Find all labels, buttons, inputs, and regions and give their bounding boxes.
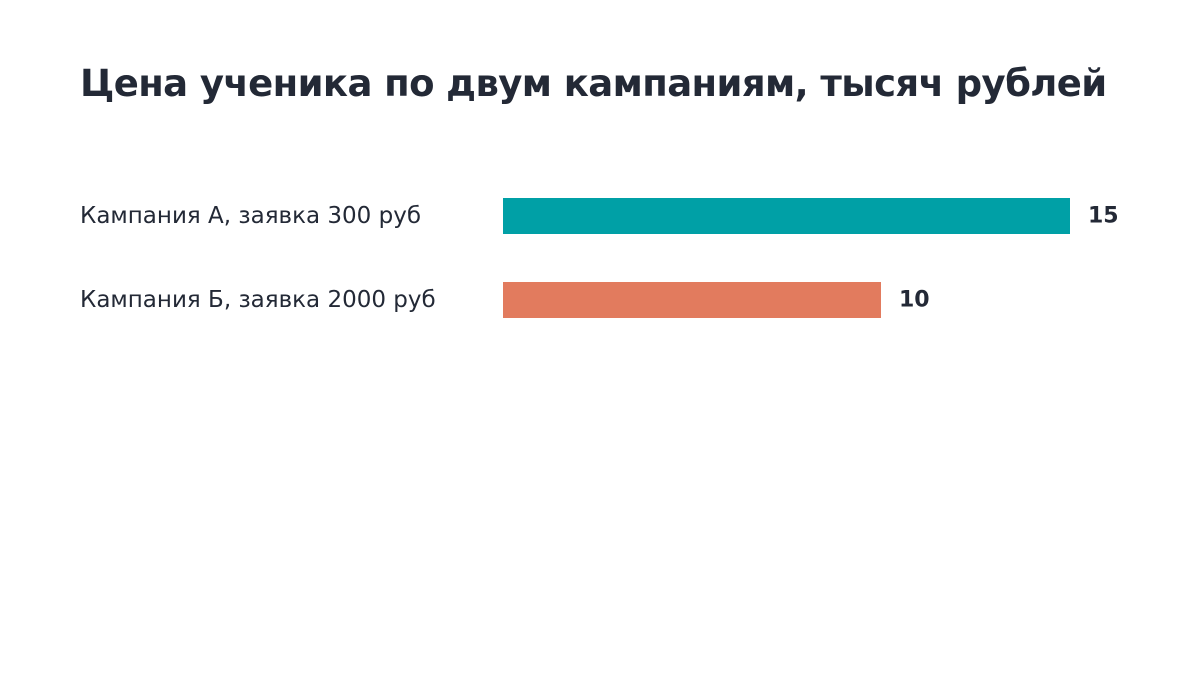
- chart-title: Цена ученика по двум кампаниям, тысяч ру…: [80, 62, 1107, 105]
- category-label: Кампания Б, заявка 2000 руб: [80, 287, 436, 313]
- bar: [503, 282, 881, 318]
- value-label: 10: [899, 288, 930, 313]
- value-label: 15: [1088, 204, 1119, 229]
- bar: [503, 198, 1070, 234]
- category-label: Кампания А, заявка 300 руб: [80, 203, 421, 229]
